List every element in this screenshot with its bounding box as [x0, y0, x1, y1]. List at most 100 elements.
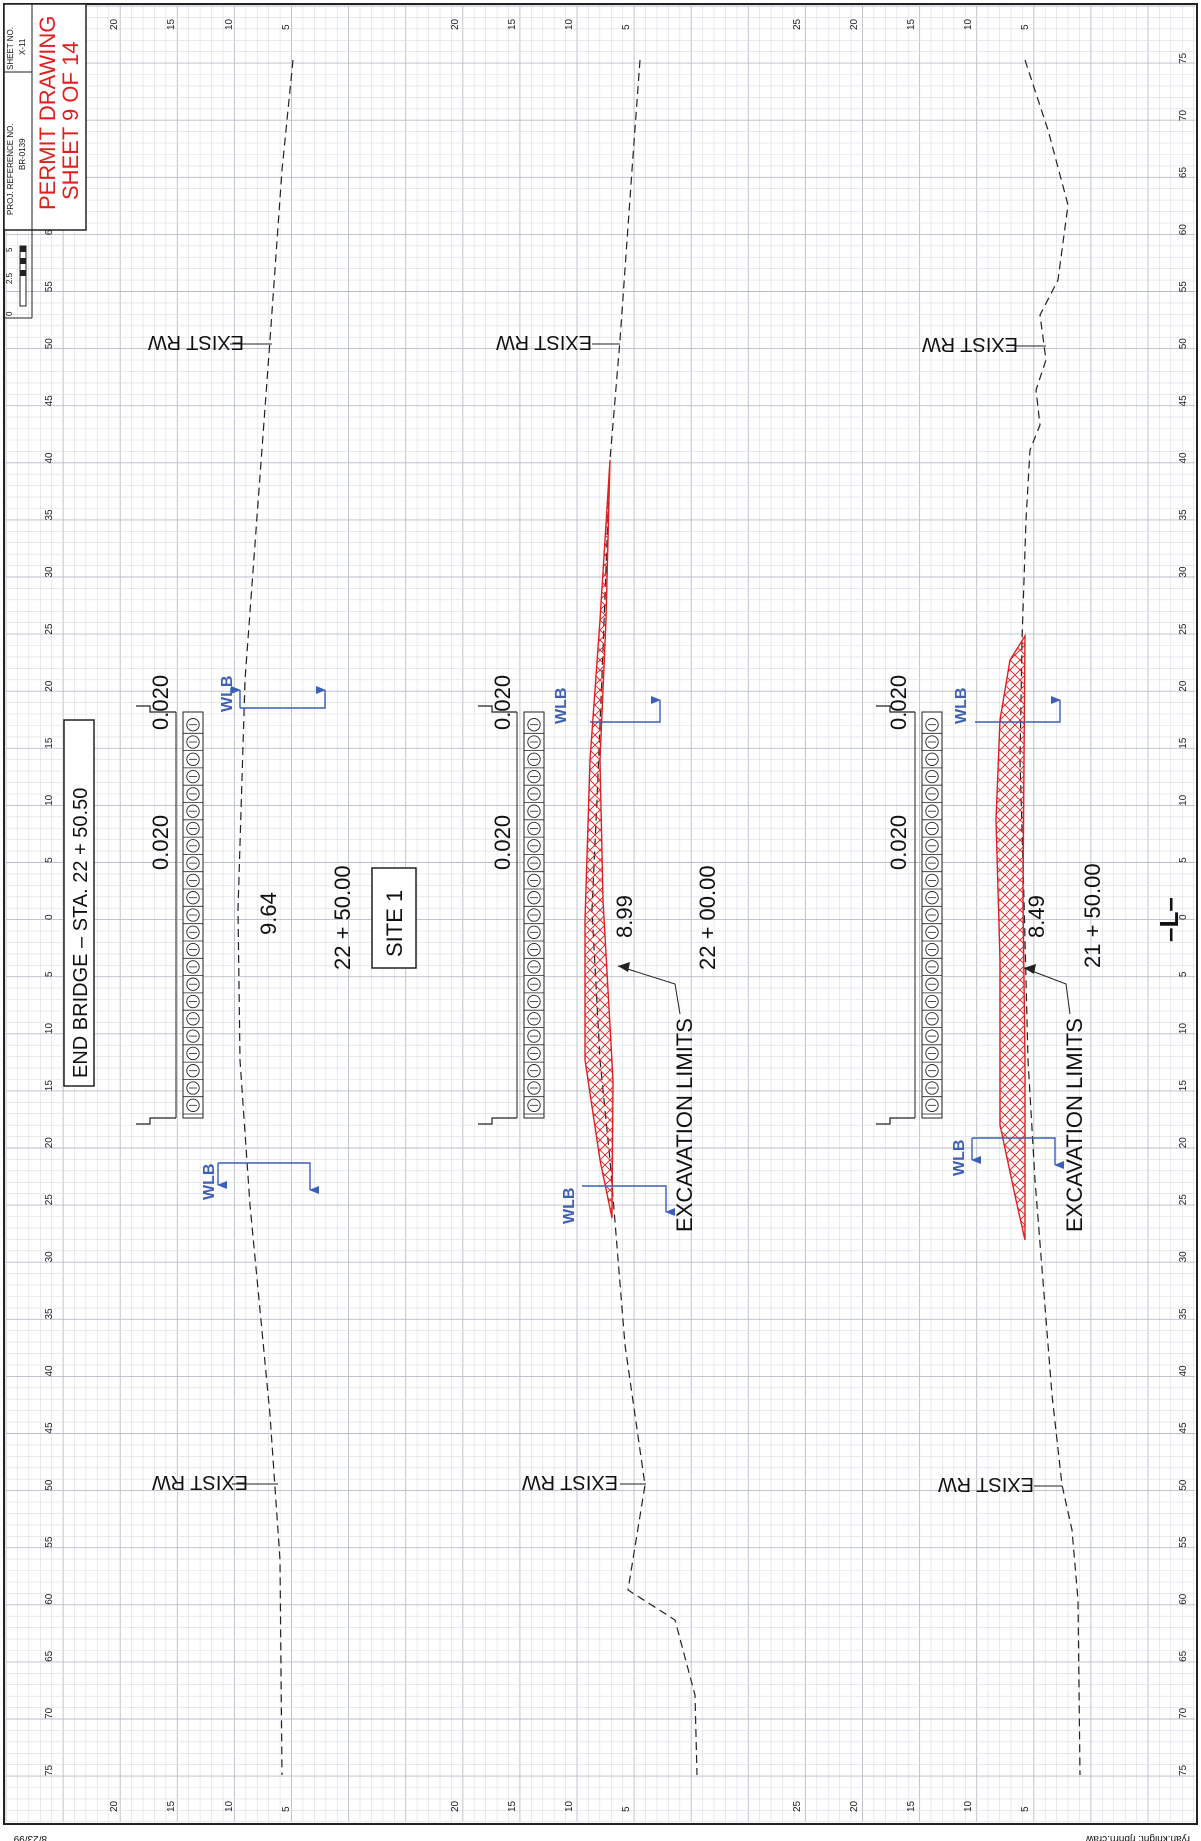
girders-3: [922, 718, 942, 1115]
proj-ref-label: PROJ. REFERENCE NO.: [6, 123, 15, 215]
elevation-tick-label: 5: [281, 1806, 292, 1812]
station-tick-label: 25: [1178, 1194, 1189, 1206]
station-label-3: 21 + 50.00: [1080, 863, 1105, 968]
station-tick-label: 5: [1178, 857, 1189, 863]
excavation-area-3: [995, 633, 1026, 1241]
title-block: SHEET NO. X-11 PROJ. REFERENCE NO. BR-01…: [3, 3, 87, 319]
slope-label-3a: 0.020: [886, 815, 911, 870]
elevation-tick-label: 10: [224, 18, 235, 30]
footer-stamp: ryan.knight: rjbhrn.craw: [1085, 1833, 1190, 1841]
station-tick-label: 65: [44, 1650, 55, 1662]
station-tick-label: 45: [44, 1422, 55, 1434]
girders-2: [524, 718, 544, 1115]
station-tick-label: 55: [1178, 281, 1189, 293]
station-tick-label: 65: [1178, 1650, 1189, 1662]
section-panel-1: WLB WLB 0.020 0.020 9.64 22 + 50.00 END …: [63, 59, 417, 1776]
station-tick-label: 25: [1178, 623, 1189, 635]
girders-1: [183, 718, 203, 1115]
site-label: SITE 1: [382, 890, 407, 957]
station-tick-label: 75: [1178, 52, 1189, 64]
slope-label-2b: 0.020: [490, 675, 515, 730]
scale-label-5: 5: [5, 247, 14, 252]
elevation-tick-label: 15: [507, 18, 518, 30]
station-tick-label: 45: [44, 395, 55, 407]
station-tick-label: 75: [1178, 1764, 1189, 1776]
station-tick-label: 55: [44, 281, 55, 293]
sheet-no-label: SHEET NO.: [6, 27, 15, 70]
scale-bar: 0 2.5 5: [5, 245, 27, 316]
station-tick-label: 50: [1178, 1479, 1189, 1491]
elevation-tick-label: 10: [963, 18, 974, 30]
station-tick-label: 50: [44, 338, 55, 350]
station-tick-label: 15: [1178, 737, 1189, 749]
exist-rw-1a: EXIST RW: [148, 331, 244, 353]
station-tick-label: 35: [1178, 1308, 1189, 1320]
station-tick-label: 10: [1178, 1023, 1189, 1035]
wlb-label-1b: WLB: [201, 1164, 218, 1200]
end-bridge-label: END BRIDGE – STA. 22 + 50.50: [70, 788, 92, 1078]
station-tick-label: 70: [44, 1707, 55, 1719]
elevation-tick-label: 20: [849, 1800, 860, 1812]
exist-rw-2a: EXIST RW: [496, 331, 592, 353]
elevation-ticks-bottom: 20 15 10 5 20 15 10 5 25 20 15 10 5: [109, 1800, 1031, 1812]
elevation-ticks-top: 20 15 10 5 20 15 10 5 25 20 15 10 5: [109, 18, 1031, 30]
elevation-tick-label: 20: [109, 1800, 120, 1812]
station-tick-label: 5: [1178, 971, 1189, 977]
elevation-tick-label: 15: [166, 18, 177, 30]
elevation-label-1: 9.64: [256, 892, 281, 935]
station-tick-label: 70: [1178, 110, 1189, 122]
station-tick-label: 40: [44, 1365, 55, 1377]
station-tick-label: 5: [44, 857, 55, 863]
station-tick-label: 20: [1178, 680, 1189, 692]
wlb-label-3a: WLB: [953, 688, 970, 724]
station-tick-label: 5: [44, 971, 55, 977]
station-ticks-right: 7570656055504540353025201510505101520253…: [1178, 52, 1189, 1776]
station-tick-label: 30: [44, 566, 55, 578]
elevation-tick-label: 15: [906, 18, 917, 30]
station-tick-label: 30: [1178, 566, 1189, 578]
station-tick-label: 15: [1178, 1080, 1189, 1092]
station-tick-label: 50: [1178, 338, 1189, 350]
elevation-tick-label: 10: [564, 18, 575, 30]
station-tick-label: 40: [44, 452, 55, 464]
station-tick-label: 10: [1178, 794, 1189, 806]
exist-rw-1b: EXIST RW: [152, 1471, 248, 1493]
station-tick-label: 55: [1178, 1536, 1189, 1548]
scale-label-0: 0: [5, 311, 14, 316]
elevation-tick-label: 20: [450, 18, 461, 30]
station-tick-label: 60: [44, 1593, 55, 1605]
elevation-tick-label: 5: [1020, 24, 1031, 30]
elevation-tick-label: 15: [166, 1800, 177, 1812]
exist-rw-2b: EXIST RW: [522, 1471, 618, 1493]
elevation-tick-label: 25: [792, 18, 803, 30]
ground-line-3: [1019, 59, 1081, 1776]
station-tick-label: 10: [44, 1023, 55, 1035]
station-tick-label: 35: [44, 509, 55, 521]
station-tick-label: 75: [44, 1764, 55, 1776]
wlb-label-2a: WLB: [553, 688, 570, 724]
slope-label-1a: 0.020: [148, 815, 173, 870]
station-ticks-left: 7570656055504540353025201510505101520253…: [44, 52, 55, 1776]
end-bridge-box: [63, 719, 95, 1087]
excavation-area-2: [584, 459, 614, 1219]
elevation-tick-label: 5: [1020, 1806, 1031, 1812]
sheet-no-value: X-11: [18, 38, 27, 55]
elevation-tick-label: 20: [849, 18, 860, 30]
wlb-label-2b: WLB: [561, 1188, 578, 1224]
station-tick-label: 50: [44, 1479, 55, 1491]
station-label-2: 22 + 00.00: [695, 865, 720, 970]
station-tick-label: 20: [44, 680, 55, 692]
station-tick-label: 45: [1178, 395, 1189, 407]
elevation-label-3: 8.49: [1024, 895, 1049, 938]
elevation-tick-label: 10: [224, 1800, 235, 1812]
elevation-tick-label: 5: [281, 24, 292, 30]
station-tick-label: 30: [1178, 1251, 1189, 1263]
date-stamp: 8/23/99: [13, 1833, 47, 1841]
station-tick-label: 15: [44, 1080, 55, 1092]
station-tick-label: 55: [44, 1536, 55, 1548]
exist-rw-3a: EXIST RW: [922, 333, 1018, 355]
station-tick-label: 35: [44, 1308, 55, 1320]
station-tick-label: 60: [1178, 224, 1189, 236]
station-tick-label: 65: [1178, 167, 1189, 179]
